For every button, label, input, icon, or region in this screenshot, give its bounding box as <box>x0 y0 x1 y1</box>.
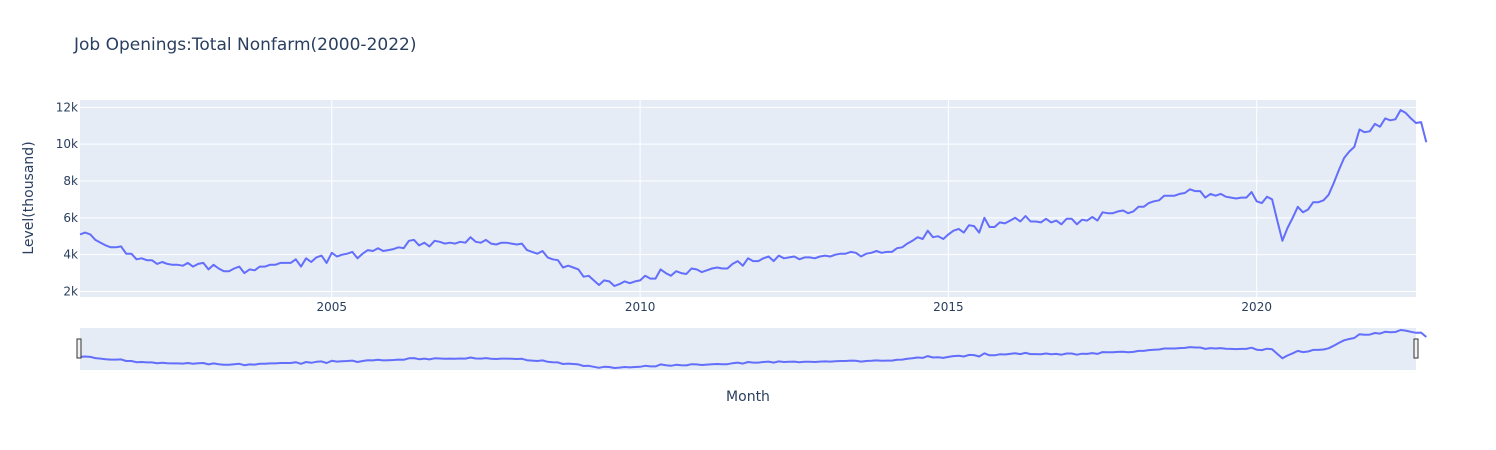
main-plot-area[interactable] <box>80 100 1416 297</box>
x-axis-title: Month <box>726 389 770 405</box>
y-tick-label: 10k <box>56 137 78 151</box>
x-gridlines <box>331 100 1258 297</box>
x-tick-label: 2005 <box>317 300 348 314</box>
x-axis-ticks: 2005 2010 2015 2020 <box>317 300 1272 314</box>
x-tick-label: 2010 <box>625 300 656 314</box>
y-tick-label: 12k <box>56 100 78 114</box>
series-line[interactable] <box>79 109 1428 287</box>
y-gridlines <box>80 106 1416 292</box>
y-tick-label: 2k <box>63 284 78 298</box>
x-tick-label: 2015 <box>933 300 964 314</box>
range-slider-left-handle[interactable] <box>76 338 82 359</box>
y-axis-ticks: 2k 4k 6k 8k 10k 12k <box>56 100 78 298</box>
y-tick-label: 4k <box>63 248 78 262</box>
chart-title: Job Openings:Total Nonfarm(2000-2022) <box>73 35 416 55</box>
y-tick-label: 8k <box>63 174 78 188</box>
y-tick-label: 6k <box>63 211 78 225</box>
y-axis-title: Level(thousand) <box>21 141 37 254</box>
range-slider-line <box>79 329 1427 369</box>
range-slider[interactable] <box>76 328 1427 370</box>
x-tick-label: 2020 <box>1241 300 1272 314</box>
range-slider-right-handle[interactable] <box>1413 338 1419 359</box>
